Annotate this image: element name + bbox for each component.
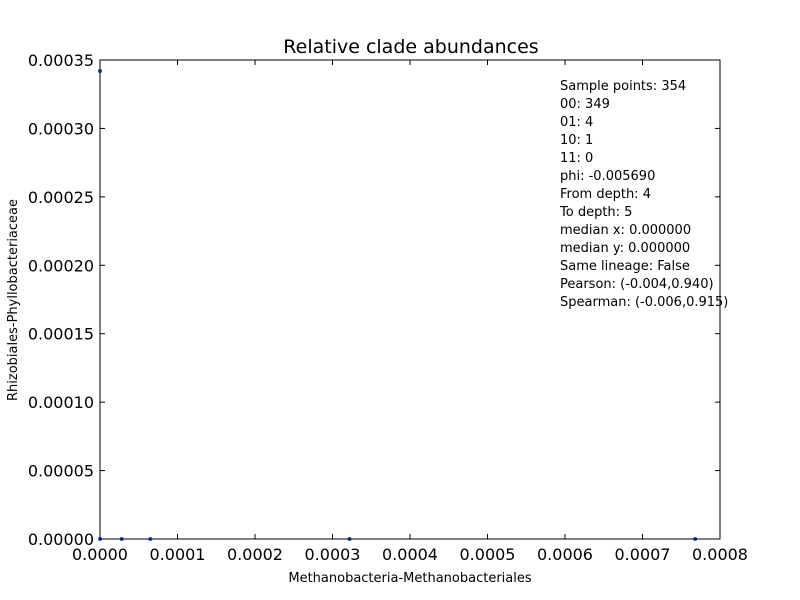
y-tick-label: 0.00010 [28,393,94,412]
stats-line: 01: 4 [560,115,593,130]
y-tick-label: 0.00030 [28,119,94,138]
stats-line: 00: 349 [560,97,610,112]
x-tick-label: 0.0000 [72,545,128,564]
chart-title: Relative clade abundances [283,36,538,58]
plot-frame [99,59,721,540]
stats-line: median x: 0.000000 [560,223,691,238]
y-tick-label: 0.00015 [28,325,94,344]
x-tick-label: 0.0005 [460,545,516,564]
stats-line: phi: -0.005690 [560,169,655,184]
stats-line: 10: 1 [560,133,593,148]
x-tick-label: 0.0004 [382,545,438,564]
x-tick-label: 0.0008 [692,545,748,564]
x-tick-label: 0.0007 [615,545,671,564]
x-tick-label: 0.0003 [305,545,361,564]
y-tick-label: 0.00000 [28,530,94,549]
stats-annotation: Sample points: 354 00: 349 01: 4 10: 1 11: 0… [559,79,728,310]
stats-line: Same lineage: False [560,259,690,274]
stats-line: To depth: 5 [559,205,632,220]
ticks-layer: 0.0000 0.0001 0.0002 0.0003 0.0004 0.0005 0.00… [28,51,748,564]
x-tick-label: 0.0006 [537,545,593,564]
stats-line: Pearson: (-0.004,0.940) [560,277,714,292]
x-tick-label: 0.0001 [150,545,206,564]
stats-line: Sample points: 354 [560,79,686,94]
y-axis-label: Rhizobiales-Phyllobacteriaceae [6,199,21,401]
x-axis-label: Methanobacteria-Methanobacteriales [288,571,531,586]
stats-line: median y: 0.000000 [560,241,690,256]
y-tick-label: 0.00035 [28,51,94,70]
y-tick-label: 0.00025 [28,188,94,207]
y-tick-label: 0.00020 [28,256,94,275]
stats-line: Spearman: (-0.006,0.915) [560,295,728,310]
x-tick-label: 0.0002 [227,545,283,564]
y-tick-label: 0.00005 [28,462,94,481]
stats-line: From depth: 4 [560,187,651,202]
stats-line: 11: 0 [560,151,593,166]
